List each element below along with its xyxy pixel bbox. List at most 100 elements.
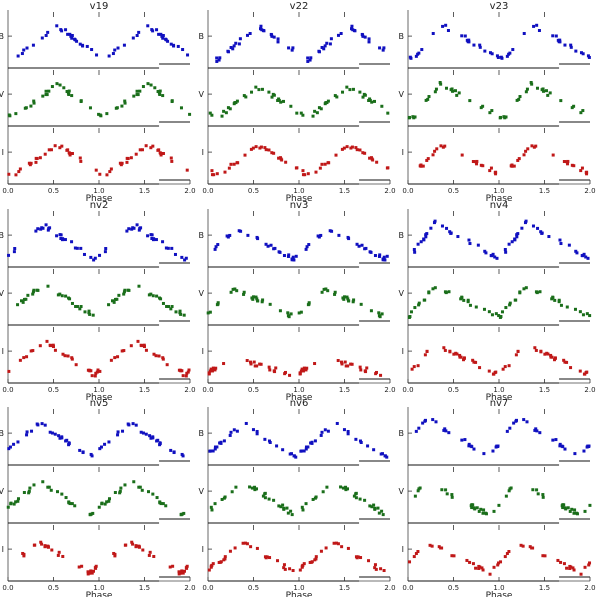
data-point [359,556,363,560]
data-point [525,420,529,424]
data-point [165,304,169,308]
data-point [97,505,101,509]
data-point [535,429,539,433]
data-point [466,300,470,304]
data-point [522,418,526,422]
x-axis-label: Phase [286,393,313,403]
data-point [505,552,509,556]
data-point [179,106,183,110]
data-point [346,546,350,550]
data-point [354,437,358,441]
data-point [206,311,210,315]
band-label: I [402,148,404,157]
data-point [342,146,346,150]
data-point [286,314,290,318]
data-point [75,305,79,309]
data-point [548,91,552,95]
data-point [81,450,85,454]
data-point [533,428,537,432]
data-point [272,35,276,39]
data-point [329,37,333,41]
data-point [579,51,583,55]
data-point [514,353,518,357]
data-point [513,238,517,242]
data-point [471,503,475,507]
data-point [153,86,157,90]
data-point [44,89,48,93]
data-point [88,512,92,516]
data-point [310,560,314,564]
data-point [217,58,221,62]
x-tick-label: 2.0 [384,386,395,394]
data-point [255,297,259,301]
data-point [242,94,246,98]
data-point [64,28,68,32]
data-point [17,170,21,174]
data-point [383,454,387,458]
data-point [490,52,494,56]
x-tick-label: 2.0 [584,187,595,195]
data-point [518,95,522,99]
band-label: B [199,429,205,438]
data-point [50,548,54,552]
x-tick-label: 2.0 [384,187,395,195]
data-point [367,559,371,563]
data-point [508,303,512,307]
data-point [122,43,126,47]
x-tick-label: 1.5 [539,187,550,195]
data-point [272,498,276,502]
data-point [233,546,237,550]
data-point [178,311,182,315]
data-point [89,255,93,259]
data-point [499,55,503,59]
data-point [581,52,585,56]
data-point [115,297,119,301]
data-point [249,360,253,364]
data-point [66,354,70,358]
data-point [277,504,281,508]
data-point [363,93,367,97]
data-point [173,252,177,256]
data-point [557,40,561,44]
data-point [382,46,386,50]
data-point [137,284,141,288]
data-point [587,55,591,59]
data-point [79,305,83,309]
data-point [320,45,324,49]
data-point [181,454,185,458]
data-point [450,495,454,499]
data-point [7,172,11,176]
data-point [279,505,283,509]
data-point [254,85,258,89]
data-point [276,40,280,44]
data-point [268,440,272,444]
data-point [95,53,99,57]
data-point [14,112,18,116]
data-point [276,98,280,102]
data-point [563,447,567,451]
data-point [507,550,511,554]
data-point [289,452,293,456]
data-point [215,303,219,307]
data-point [321,490,325,494]
data-point [565,566,569,570]
data-point [46,545,50,549]
data-point [43,152,47,156]
data-point [569,43,573,47]
data-point [270,151,274,155]
data-point [539,349,543,353]
data-point [213,502,217,506]
data-point [372,448,376,452]
data-point [90,48,94,52]
data-point [144,432,148,436]
data-point [561,506,565,510]
data-point [166,305,170,309]
data-point [142,343,146,347]
data-point [505,54,509,58]
data-point [491,449,495,453]
data-point [208,369,212,373]
data-point [87,309,91,313]
band-label: B [0,429,4,438]
data-point [113,48,117,52]
data-point [426,157,430,161]
